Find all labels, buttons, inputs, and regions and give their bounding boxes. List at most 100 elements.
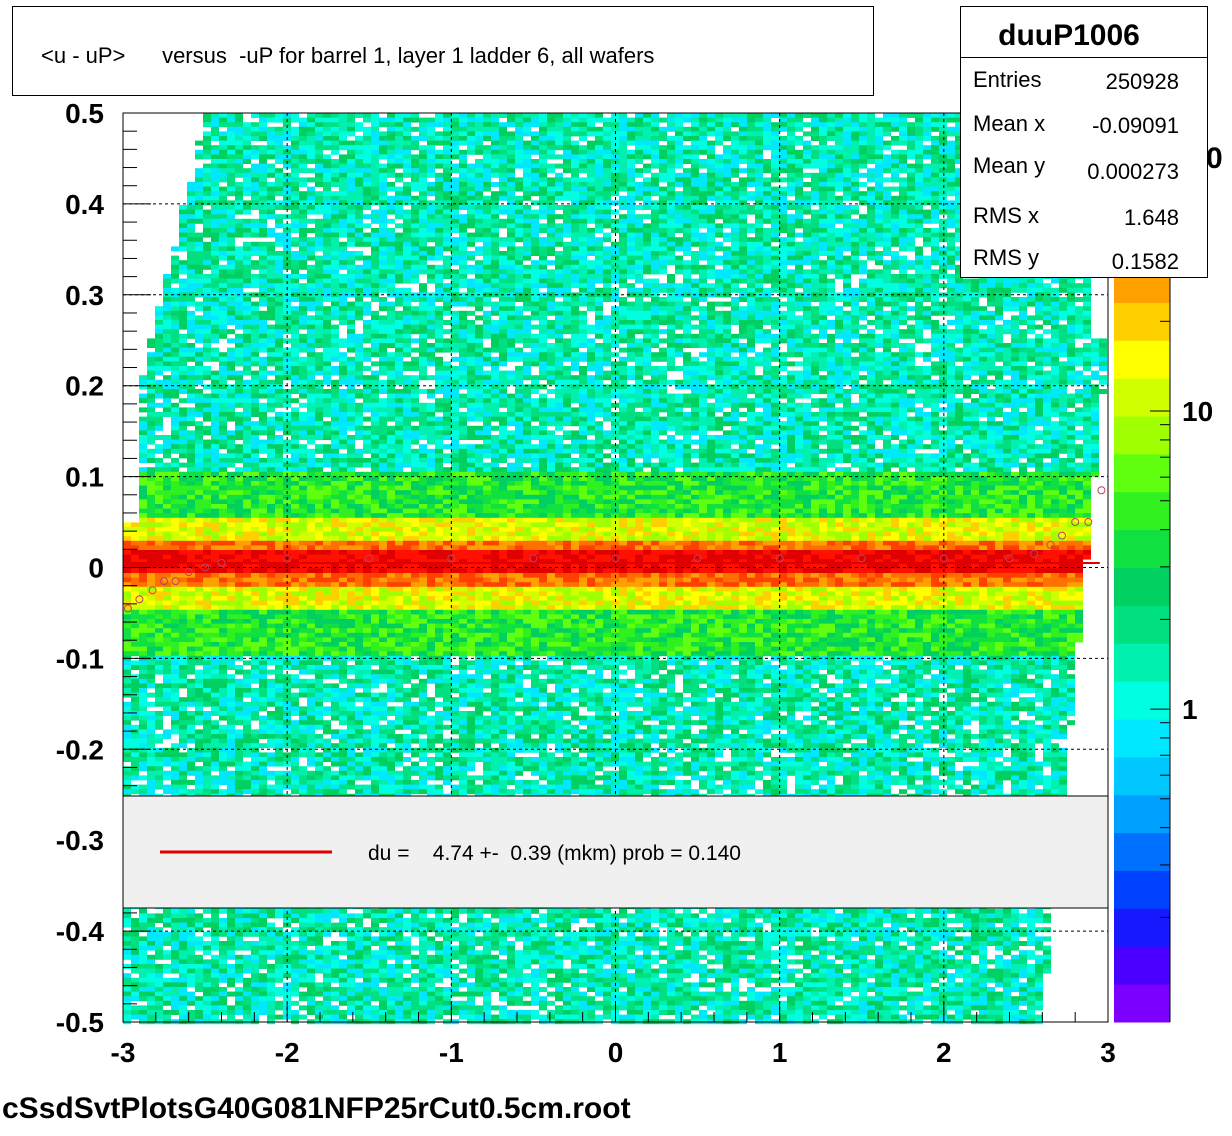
heat-cell	[235, 168, 243, 173]
heat-cell	[227, 1010, 235, 1015]
heat-cell	[163, 481, 171, 486]
heat-cell	[355, 527, 363, 532]
heat-cell	[227, 173, 235, 178]
heat-cell	[211, 407, 219, 412]
heat-cell	[163, 591, 171, 596]
heat-cell	[299, 578, 307, 583]
heat-cell	[331, 923, 339, 928]
heat-cell	[267, 476, 275, 481]
heat-cell	[307, 734, 315, 739]
heat-cell	[219, 141, 227, 146]
heat-cell	[139, 950, 147, 955]
heat-cell	[299, 136, 307, 141]
heat-cell	[291, 154, 299, 159]
heat-cell	[235, 720, 243, 725]
heat-cell	[227, 564, 235, 569]
heat-cell	[355, 716, 363, 721]
heat-cell	[331, 518, 339, 523]
heat-cell	[315, 246, 323, 251]
heat-cell	[291, 384, 299, 389]
heat-cell	[259, 348, 267, 353]
heat-cell	[339, 320, 347, 325]
heat-cell	[195, 780, 203, 785]
heat-cell	[227, 504, 235, 509]
heat-cell	[235, 743, 243, 748]
heat-cell	[275, 789, 283, 794]
heat-cell	[171, 706, 179, 711]
heat-cell	[219, 568, 227, 573]
heat-cell	[355, 196, 363, 201]
heat-cell	[203, 467, 211, 472]
heat-cell	[139, 614, 147, 619]
heat-cell	[331, 297, 339, 302]
heat-cell	[203, 725, 211, 730]
heat-cell	[155, 946, 163, 951]
heat-cell	[235, 624, 243, 629]
heat-cell	[299, 150, 307, 155]
heat-cell	[275, 729, 283, 734]
heat-cell	[235, 398, 243, 403]
heat-cell	[267, 1005, 275, 1010]
heat-cell	[291, 605, 299, 610]
heat-cell	[195, 1001, 203, 1006]
heat-cell	[195, 955, 203, 960]
heat-cell	[307, 568, 315, 573]
heat-cell	[275, 269, 283, 274]
heat-cell	[307, 959, 315, 964]
heat-cell	[203, 200, 211, 205]
heat-cell	[267, 449, 275, 454]
heat-cell	[331, 702, 339, 707]
heat-cell	[171, 338, 179, 343]
heat-cell	[251, 973, 259, 978]
heat-cell	[179, 288, 187, 293]
heat-cell	[171, 693, 179, 698]
heat-cell	[331, 716, 339, 721]
heat-cell	[211, 748, 219, 753]
heat-cell	[307, 375, 315, 380]
heat-cell	[299, 729, 307, 734]
heat-cell	[179, 541, 187, 546]
heat-cell	[267, 688, 275, 693]
heat-cell	[227, 918, 235, 923]
heat-cell	[235, 191, 243, 196]
heat-cell	[131, 789, 139, 794]
heat-cell	[243, 674, 251, 679]
heat-cell	[235, 766, 243, 771]
heat-cell	[267, 472, 275, 477]
heat-cell	[347, 196, 355, 201]
heat-cell	[171, 366, 179, 371]
heat-cell	[267, 642, 275, 647]
heat-cell	[291, 191, 299, 196]
heat-cell	[227, 352, 235, 357]
heat-cell	[267, 647, 275, 652]
heat-cell	[291, 642, 299, 647]
heat-cell	[227, 182, 235, 187]
heat-cell	[331, 647, 339, 652]
heat-cell	[139, 610, 147, 615]
heat-cell	[339, 283, 347, 288]
heat-cell	[219, 131, 227, 136]
heat-cell	[331, 435, 339, 440]
heat-cell	[259, 242, 267, 247]
heat-cell	[227, 518, 235, 523]
heat-cell	[171, 665, 179, 670]
heat-cell	[235, 683, 243, 688]
heat-cell	[267, 205, 275, 210]
heat-cell	[187, 279, 195, 284]
heat-cell	[139, 651, 147, 656]
heat-cell	[211, 610, 219, 615]
heat-cell	[139, 964, 147, 969]
heat-cell	[267, 430, 275, 435]
heat-cell	[275, 283, 283, 288]
heat-cell	[171, 545, 179, 550]
heat-cell	[299, 913, 307, 918]
heat-cell	[251, 591, 259, 596]
heat-cell	[259, 444, 267, 449]
heat-cell	[195, 697, 203, 702]
heat-cell	[267, 619, 275, 624]
heat-cell	[203, 122, 211, 127]
heat-cell	[299, 923, 307, 928]
heat-cell	[275, 1005, 283, 1010]
heat-cell	[131, 647, 139, 652]
heat-cell	[347, 237, 355, 242]
